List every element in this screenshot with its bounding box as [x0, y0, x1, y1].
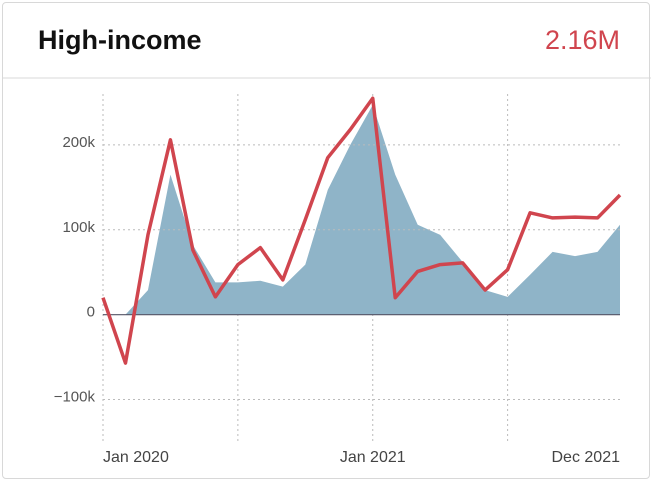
y-tick-label: 200k [62, 134, 95, 151]
line [101, 96, 622, 365]
y-tick-label: 100k [62, 219, 95, 236]
card [2, 2, 650, 479]
x-tick-label: Jan 2021 [340, 449, 406, 466]
y-tick-label: 0 [87, 304, 95, 321]
area [125, 105, 620, 315]
x-tick-label: Jan 2020 [103, 449, 169, 466]
x-tick-label: Dec 2021 [552, 449, 621, 466]
total-value: 2.16M [545, 25, 620, 55]
y-tick-label: −100k [54, 389, 96, 406]
chart-title: High-income [38, 25, 202, 55]
